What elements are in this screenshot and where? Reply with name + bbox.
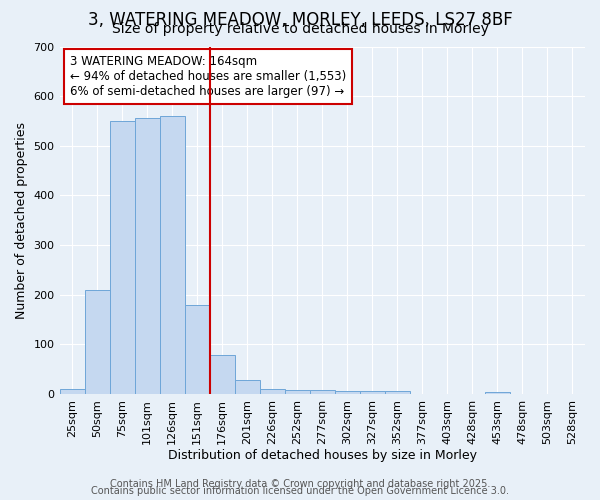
Text: Size of property relative to detached houses in Morley: Size of property relative to detached ho… bbox=[112, 22, 488, 36]
X-axis label: Distribution of detached houses by size in Morley: Distribution of detached houses by size … bbox=[168, 450, 477, 462]
Bar bbox=[260, 389, 285, 394]
Text: Contains HM Land Registry data © Crown copyright and database right 2025.: Contains HM Land Registry data © Crown c… bbox=[110, 479, 490, 489]
Bar bbox=[59, 389, 85, 394]
Bar bbox=[209, 355, 235, 394]
Bar bbox=[235, 380, 260, 394]
Y-axis label: Number of detached properties: Number of detached properties bbox=[15, 122, 28, 318]
Text: 3, WATERING MEADOW, MORLEY, LEEDS, LS27 8BF: 3, WATERING MEADOW, MORLEY, LEEDS, LS27 … bbox=[88, 11, 512, 29]
Bar bbox=[85, 290, 110, 394]
Bar bbox=[335, 392, 360, 394]
Bar bbox=[160, 116, 185, 394]
Text: Contains public sector information licensed under the Open Government Licence 3.: Contains public sector information licen… bbox=[91, 486, 509, 496]
Text: 3 WATERING MEADOW: 164sqm
← 94% of detached houses are smaller (1,553)
6% of sem: 3 WATERING MEADOW: 164sqm ← 94% of detac… bbox=[70, 55, 346, 98]
Bar bbox=[110, 121, 134, 394]
Bar bbox=[134, 118, 160, 394]
Bar bbox=[285, 390, 310, 394]
Bar bbox=[360, 392, 385, 394]
Bar bbox=[385, 392, 410, 394]
Bar bbox=[485, 392, 510, 394]
Bar bbox=[185, 304, 209, 394]
Bar bbox=[310, 390, 335, 394]
